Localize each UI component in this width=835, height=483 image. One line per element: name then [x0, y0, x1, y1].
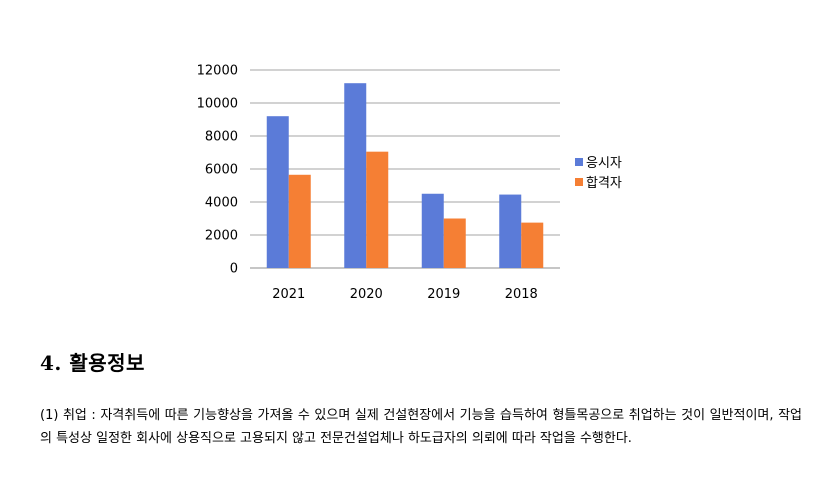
- employment-paragraph: (1) 취업 : 자격취득에 따른 기능향상을 가져올 수 있으며 실제 건설현…: [40, 408, 802, 446]
- y-tick-label: 6000: [205, 163, 238, 178]
- x-tick-label: 2020: [350, 287, 383, 302]
- x-tick-label: 2021: [272, 287, 305, 302]
- bar: [266, 116, 289, 268]
- bar: [366, 151, 389, 268]
- y-tick-label: 12000: [197, 64, 238, 79]
- bar: [344, 83, 367, 268]
- bar-chart: 0 2000 4000 6000 8000 10000 12000 2021 2020 2019 2…: [197, 64, 622, 303]
- x-tick-label: 2019: [427, 287, 460, 302]
- y-tick-label: 8000: [205, 130, 238, 145]
- legend-swatch: [575, 158, 583, 166]
- legend-label: 합격자: [586, 176, 622, 191]
- bar: [443, 218, 466, 268]
- legend-label: 응시자: [586, 156, 622, 171]
- x-tick-label: 2018: [505, 287, 538, 302]
- section-heading: 4. 활용정보: [40, 351, 145, 375]
- y-tick-label: 4000: [205, 196, 238, 211]
- bar: [288, 174, 311, 268]
- bar: [421, 193, 444, 268]
- y-tick-label: 10000: [197, 97, 238, 112]
- legend-swatch: [575, 178, 583, 186]
- y-tick-label: 0: [230, 262, 238, 277]
- y-tick-label: 2000: [205, 229, 238, 244]
- chart-canvas: 0 2000 4000 6000 8000 10000 12000 2021 2020 2019 2…: [197, 64, 622, 303]
- bar: [499, 194, 522, 268]
- bar: [521, 222, 544, 268]
